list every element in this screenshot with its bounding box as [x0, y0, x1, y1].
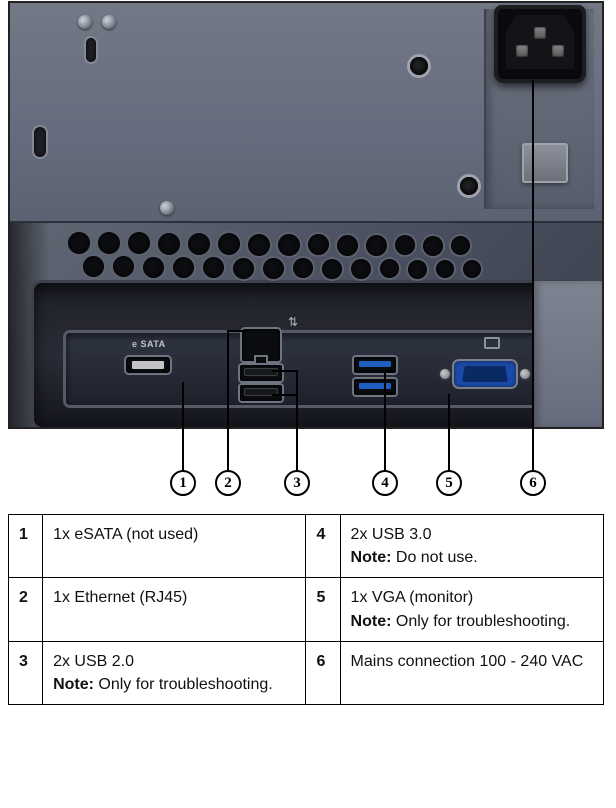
esata-label-text: e SATA: [132, 339, 166, 349]
leader-5: [448, 394, 450, 472]
cell-2-num: 2: [9, 578, 43, 641]
callout-4-num: 4: [381, 475, 389, 492]
photo-frame: // (no dynamic, just CSS holes) e SATA ⇅: [8, 1, 604, 429]
leader-2a: [227, 330, 229, 472]
callout-2: 2: [215, 470, 241, 496]
cell-3-note-text: Only for troubleshooting.: [94, 676, 273, 693]
cell-5-note-text: Only for troubleshooting.: [391, 613, 570, 630]
callout-4: 4: [372, 470, 398, 496]
leader-3a: [296, 370, 298, 472]
usb2-port-top: [240, 365, 282, 381]
monitor-icon: [484, 337, 500, 349]
callout-2-num: 2: [224, 475, 232, 492]
ethernet-port: [242, 329, 280, 361]
io-panel: e SATA ⇅: [34, 283, 582, 427]
table-row: 3 2x USB 2.0 Note: Only for troubleshoot…: [9, 641, 604, 704]
table-row: 1 1x eSATA (not used) 4 2x USB 3.0 Note:…: [9, 515, 604, 578]
vga-port: [454, 361, 516, 387]
table-row: 2 1x Ethernet (RJ45) 5 1x VGA (monitor) …: [9, 578, 604, 641]
cell-4-num: 4: [306, 515, 340, 578]
cell-3-note-label: Note:: [53, 676, 94, 693]
cell-5-note-label: Note:: [351, 613, 392, 630]
cell-6-num: 6: [306, 641, 340, 704]
callout-3: 3: [284, 470, 310, 496]
cell-4-text: 2x USB 3.0 Note: Do not use.: [340, 515, 603, 578]
legend-table: 1 1x eSATA (not used) 4 2x USB 3.0 Note:…: [8, 514, 604, 705]
leader-6: [532, 80, 534, 472]
callout-6-num: 6: [529, 475, 537, 492]
cell-4-desc: 2x USB 3.0: [351, 526, 432, 543]
cell-3-desc: 2x USB 2.0: [53, 653, 134, 670]
callout-1: 1: [170, 470, 196, 496]
cell-4-note-label: Note:: [351, 549, 392, 566]
cell-5-text: 1x VGA (monitor) Note: Only for troubles…: [340, 578, 603, 641]
esata-port: [126, 357, 170, 373]
leader-4a: [384, 370, 386, 472]
usb2-port-bottom: [240, 385, 282, 401]
cell-5-num: 5: [306, 578, 340, 641]
callout-5: 5: [436, 470, 462, 496]
cell-2-text: 1x Ethernet (RJ45): [43, 578, 306, 641]
cell-4-note-text: Do not use.: [391, 549, 477, 566]
cell-5-desc: 1x VGA (monitor): [351, 589, 474, 606]
rear-panel-figure: // (no dynamic, just CSS holes) e SATA ⇅: [0, 0, 616, 508]
cell-1-num: 1: [9, 515, 43, 578]
power-inlet-receptacle: [494, 5, 586, 83]
callout-3-num: 3: [293, 475, 301, 492]
cell-3-num: 3: [9, 641, 43, 704]
leader-1: [182, 382, 184, 472]
cell-6-text: Mains connection 100 - 240 VAC: [340, 641, 603, 704]
callout-1-num: 1: [179, 475, 187, 492]
ethernet-icon: ⇅: [288, 315, 298, 329]
cell-1-text: 1x eSATA (not used): [43, 515, 306, 578]
cell-3-text: 2x USB 2.0 Note: Only for troubleshootin…: [43, 641, 306, 704]
callout-5-num: 5: [445, 475, 453, 492]
callout-6: 6: [520, 470, 546, 496]
page: // (no dynamic, just CSS holes) e SATA ⇅: [0, 0, 616, 705]
